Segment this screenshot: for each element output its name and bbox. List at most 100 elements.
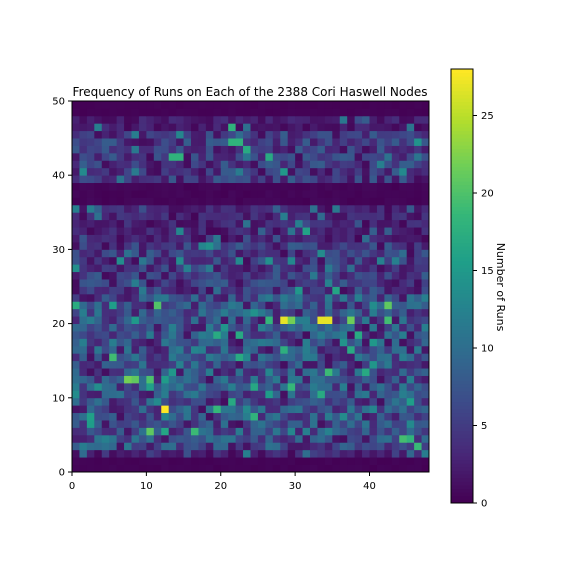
heatmap-cell xyxy=(176,286,184,295)
heatmap-cell xyxy=(176,457,184,465)
heatmap-cell xyxy=(72,256,80,265)
heatmap-cell xyxy=(391,331,400,339)
heatmap-cell xyxy=(295,427,303,436)
heatmap-cell xyxy=(138,368,147,376)
heatmap-cell xyxy=(124,397,132,406)
heatmap-cell xyxy=(146,286,155,295)
heatmap-cell xyxy=(116,249,125,258)
heatmap-cell xyxy=(213,345,222,354)
heatmap-cell xyxy=(347,316,356,324)
heatmap-cell xyxy=(220,115,229,124)
heatmap-cell xyxy=(250,138,259,146)
heatmap-cell xyxy=(391,368,400,376)
heatmap-cell xyxy=(235,286,244,295)
heatmap-cell xyxy=(205,241,214,250)
heatmap-cell xyxy=(272,331,281,339)
heatmap-cell xyxy=(265,108,274,117)
heatmap-cell xyxy=(161,152,170,161)
heatmap-cell xyxy=(213,145,222,154)
heatmap-cell xyxy=(131,115,140,124)
heatmap-cell xyxy=(287,331,296,339)
heatmap-cell xyxy=(213,204,222,213)
heatmap-cell xyxy=(161,212,170,221)
heatmap-cell xyxy=(391,101,400,109)
heatmap-cell xyxy=(280,256,289,265)
heatmap-cell xyxy=(116,182,125,191)
heatmap-cell xyxy=(153,397,162,406)
heatmap-cell xyxy=(399,264,408,273)
heatmap-cell xyxy=(265,338,274,347)
heatmap-cell xyxy=(138,182,147,191)
heatmap-cell xyxy=(250,434,259,443)
heatmap-cell xyxy=(265,331,274,339)
heatmap-cell xyxy=(250,308,259,317)
heatmap-cell xyxy=(124,449,132,458)
heatmap-cell xyxy=(384,101,393,109)
heatmap-cell xyxy=(72,397,80,406)
heatmap-cell xyxy=(295,279,303,287)
heatmap-cell xyxy=(183,167,192,176)
heatmap-cell xyxy=(235,256,244,265)
heatmap-cell xyxy=(235,182,244,191)
heatmap-cell xyxy=(332,457,341,465)
heatmap-cell xyxy=(79,293,88,302)
heatmap-cell xyxy=(362,241,370,250)
heatmap-cell xyxy=(421,323,430,332)
heatmap-cell xyxy=(198,338,207,347)
heatmap-cell xyxy=(324,123,333,132)
heatmap-cell xyxy=(332,160,341,169)
heatmap-cell xyxy=(220,375,229,384)
heatmap-cell xyxy=(79,323,88,332)
heatmap-cell xyxy=(205,360,214,369)
heatmap-cell xyxy=(257,390,266,399)
heatmap-cell xyxy=(250,323,259,332)
heatmap-cell xyxy=(161,256,170,265)
heatmap-cell xyxy=(168,241,177,250)
heatmap-cell xyxy=(243,397,251,406)
heatmap-cell xyxy=(362,182,370,191)
heatmap-cell xyxy=(176,301,184,310)
heatmap-cell xyxy=(79,167,88,176)
heatmap-cell xyxy=(376,397,385,406)
heatmap-cell xyxy=(272,286,281,295)
heatmap-cell xyxy=(198,449,207,458)
heatmap-cell xyxy=(72,345,80,354)
heatmap-cell xyxy=(339,405,348,414)
heatmap-cell xyxy=(176,375,184,384)
heatmap-cell xyxy=(72,219,80,228)
colorbar-segment xyxy=(451,217,473,222)
heatmap-cell xyxy=(406,204,415,213)
heatmap-cell xyxy=(243,167,251,176)
heatmap-cell xyxy=(354,115,363,124)
heatmap-cell xyxy=(332,279,341,287)
heatmap-cell xyxy=(191,279,199,287)
heatmap-cell xyxy=(376,108,385,117)
heatmap-cell xyxy=(295,167,303,176)
heatmap-cell xyxy=(332,293,341,302)
heatmap-cell xyxy=(131,123,140,132)
heatmap-cell xyxy=(317,293,326,302)
heatmap-cell xyxy=(295,123,303,132)
heatmap-cell xyxy=(116,241,125,250)
heatmap-cell xyxy=(324,234,333,243)
heatmap-cell xyxy=(265,368,274,376)
heatmap-cell xyxy=(161,145,170,154)
heatmap-cell xyxy=(421,420,430,428)
heatmap-cell xyxy=(116,197,125,206)
heatmap-cell xyxy=(257,234,266,243)
heatmap-cell xyxy=(228,279,237,287)
heatmap-cell xyxy=(332,197,341,206)
heatmap-cell xyxy=(310,382,318,391)
heatmap-cell xyxy=(220,323,229,332)
heatmap-cell xyxy=(72,145,80,154)
heatmap-cell xyxy=(116,316,125,324)
heatmap-cell xyxy=(332,345,341,354)
heatmap-cell xyxy=(116,212,125,221)
heatmap-cell xyxy=(79,241,88,250)
heatmap-cell xyxy=(228,360,237,369)
heatmap-cell xyxy=(220,412,229,421)
heatmap-cell xyxy=(369,204,378,213)
heatmap-cell xyxy=(332,464,341,473)
heatmap-cell xyxy=(191,405,199,414)
colorbar-segment xyxy=(451,372,473,377)
